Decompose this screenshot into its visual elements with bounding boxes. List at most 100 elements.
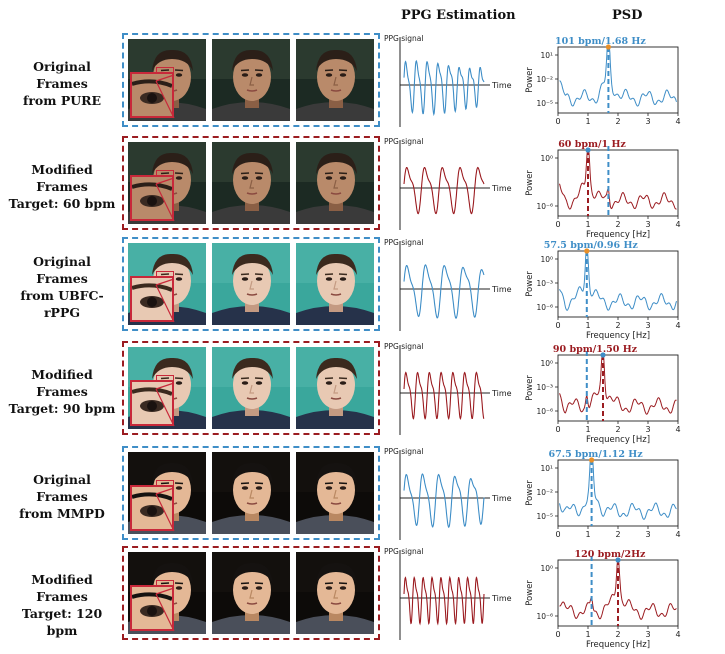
psd-x-tick-label: 2 [615,630,620,639]
row-label: Modified Frames Target: 120 bpm [6,571,118,639]
video-frame [296,452,374,534]
psd-x-tick-label: 0 [555,425,560,434]
psd-y-tick-label: 10¹ [540,51,553,60]
psd-curve [559,250,677,311]
psd-x-tick-label: 3 [645,630,650,639]
peak-point [589,457,595,463]
row-label-line: from MMPD [19,505,105,521]
psd-x-label: Frequency [Hz] [586,435,650,445]
row-label: Original Frames from MMPD [6,471,118,522]
row-label-line: Modified [31,161,93,177]
psd-header: PSD [612,8,643,23]
row-label: Original Frames from PURE [6,58,118,109]
ppg-plot: PPG signal Time [384,447,512,540]
ppg-y-label: PPG signal [384,447,423,456]
row-label-line: from PURE [22,92,102,108]
ppg-y-label: PPG signal [384,238,423,247]
psd-axes-frame [557,459,679,527]
video-frame [296,142,374,224]
ppg-y-label: PPG signal [384,34,423,43]
ppg-y-label: PPG signal [384,342,423,351]
video-frame [212,142,290,224]
peak-point [585,147,591,153]
psd-x-label: Frequency [Hz] [586,640,650,650]
psd-x-tick-label: 0 [555,530,560,539]
psd-y-tick-label: 10¹ [540,464,553,473]
psd-y-tick-label: 10⁰ [540,359,553,368]
video-frame [296,347,374,429]
ppg-y-label: PPG signal [384,547,423,556]
psd-y-tick-label: 10⁻² [536,75,553,84]
ppg-x-label: Time [491,494,512,503]
psd-y-tick-label: 10⁻⁶ [536,612,553,621]
peak-label: 57.5 bpm/0.96 Hz [544,240,639,251]
psd-y-label: Power [525,480,535,506]
peak-label: 101 bpm/1.68 Hz [555,36,646,47]
original-frames-box [122,33,380,127]
psd-x-tick-label: 1 [585,630,590,639]
zoomed-eye-inset [130,72,174,118]
psd-x-tick-label: 1 [585,117,590,126]
ppg-plot: PPG signal Time [384,34,512,127]
psd-y-label: Power [525,271,535,297]
psd-x-tick-label: 4 [675,321,680,330]
zoomed-eye-inset [130,380,174,426]
psd-y-tick-label: 10⁰ [540,255,553,264]
psd-x-tick-label: 0 [555,220,560,229]
psd-x-tick-label: 3 [645,220,650,229]
psd-x-tick-label: 2 [615,321,620,330]
ppg-plot: PPG signal Time [384,547,512,640]
psd-x-tick-label: 2 [615,220,620,229]
psd-y-tick-label: 10⁻³ [536,279,553,288]
psd-y-tick-label: 10⁰ [540,154,553,163]
psd-x-tick-label: 4 [675,530,680,539]
psd-y-tick-label: 10⁻³ [536,383,553,392]
modified-frames-box [122,341,380,435]
psd-y-label: Power [525,580,535,606]
psd-x-tick-label: 0 [555,117,560,126]
psd-x-tick-label: 4 [675,630,680,639]
psd-axes-frame [557,354,679,422]
psd-x-tick-label: 1 [585,220,590,229]
row-label-line: Frames [36,75,88,91]
psd-x-tick-label: 3 [645,117,650,126]
zoomed-eye-inset [130,485,174,531]
peak-point [605,44,611,50]
video-frame [212,552,290,634]
row-label: Original Frames from UBFC-rPPG [6,253,118,321]
video-frame [128,347,206,429]
psd-axes-frame [557,149,679,217]
video-frame [128,39,206,121]
row-label-line: Frames [36,383,88,399]
ppg-plot: PPG signal Time [384,137,512,230]
row-label-line: Modified [31,366,93,382]
ppg-plot: PPG signal Time [384,342,512,435]
row-label-line: Target: 120 bpm [21,605,103,638]
row-label-line: Frames [36,178,88,194]
ppg-y-label: PPG signal [384,137,423,146]
row-label-line: rPPG [43,305,81,320]
ppg-x-label: Time [491,285,512,294]
video-frame [296,552,374,634]
row-label-line: Original [33,254,91,269]
psd-y-tick-label: 10⁻⁵ [536,512,553,521]
psd-x-tick-label: 1 [585,425,590,434]
row-label-line: Original [33,471,91,487]
video-frame [296,243,374,325]
psd-x-tick-label: 3 [645,425,650,434]
psd-x-tick-label: 3 [645,321,650,330]
psd-y-tick-label: 10⁰ [540,564,553,573]
row-label-line: from UBFC- [20,288,104,303]
psd-x-tick-label: 3 [645,530,650,539]
row-label-line: Modified [31,571,93,587]
ppg-plot: PPG signal Time [384,238,512,331]
psd-x-tick-label: 2 [615,117,620,126]
psd-x-label: Frequency [Hz] [586,331,650,341]
peak-point [615,557,621,563]
psd-y-label: Power [525,170,535,196]
video-frame [296,39,374,121]
